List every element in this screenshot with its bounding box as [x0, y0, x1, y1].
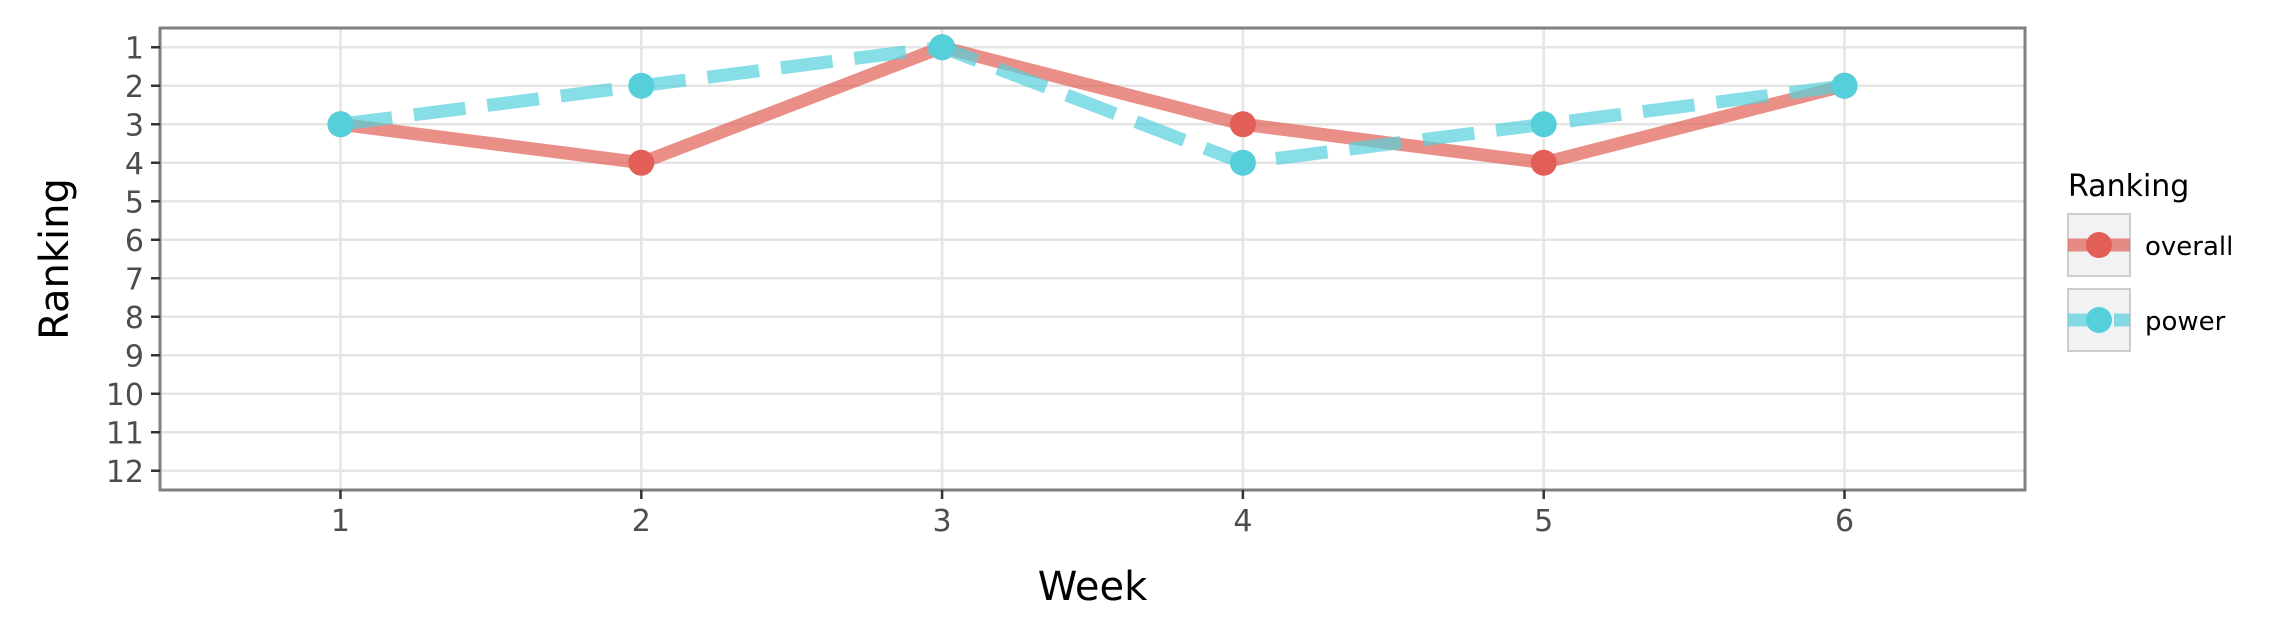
- data-point-overall: [1530, 149, 1557, 176]
- legend-label: overall: [2145, 232, 2233, 262]
- y-tick-label: 9: [125, 339, 144, 374]
- legend-key-point: [2086, 307, 2112, 333]
- data-point-power: [1229, 149, 1256, 176]
- data-point-power: [929, 34, 956, 61]
- data-point-power: [628, 72, 655, 99]
- y-tick-label: 1: [125, 31, 144, 66]
- series-line-power: [339, 40, 1846, 170]
- y-tick-label: 5: [125, 185, 144, 220]
- x-tick-label: 4: [1233, 504, 1252, 539]
- legend-label: power: [2145, 307, 2226, 337]
- data-point-power: [327, 111, 354, 138]
- data-point-overall: [628, 149, 655, 176]
- legend-item-power: power: [2067, 288, 2226, 352]
- series-points: [327, 34, 1858, 176]
- legend-title: Ranking: [2068, 169, 2189, 204]
- y-tick-label: 7: [125, 262, 144, 297]
- x-tick-label: 2: [632, 504, 651, 539]
- y-tick-label: 12: [106, 455, 144, 490]
- series-lines: [339, 40, 1847, 170]
- legend: Ranking overall power: [2067, 169, 2233, 352]
- y-tick-label: 10: [106, 378, 144, 413]
- y-tick-label: 3: [125, 108, 144, 143]
- x-tick-label: 1: [331, 504, 350, 539]
- legend-item-overall: overall: [2067, 213, 2233, 277]
- legend-key-point: [2086, 232, 2112, 258]
- x-tick-label: 3: [933, 504, 952, 539]
- data-point-overall: [1229, 111, 1256, 138]
- legend-items: overall power: [2067, 213, 2233, 352]
- y-tick-label: 4: [125, 147, 144, 182]
- y-tick-label: 6: [125, 224, 144, 259]
- series-line-overall: [339, 40, 1847, 170]
- y-tick-label: 2: [125, 70, 144, 105]
- plot-panel-border: [158, 26, 2027, 492]
- grid-lines: [160, 28, 2025, 490]
- x-tick-label: 5: [1534, 504, 1553, 539]
- y-tick-label: 8: [125, 301, 144, 336]
- x-axis-title: Week: [1038, 564, 1148, 610]
- y-axis-title: Ranking: [32, 178, 78, 340]
- data-point-power: [1530, 111, 1557, 138]
- y-tick-label: 11: [106, 416, 144, 451]
- data-point-power: [1831, 72, 1858, 99]
- x-tick-label: 6: [1835, 504, 1854, 539]
